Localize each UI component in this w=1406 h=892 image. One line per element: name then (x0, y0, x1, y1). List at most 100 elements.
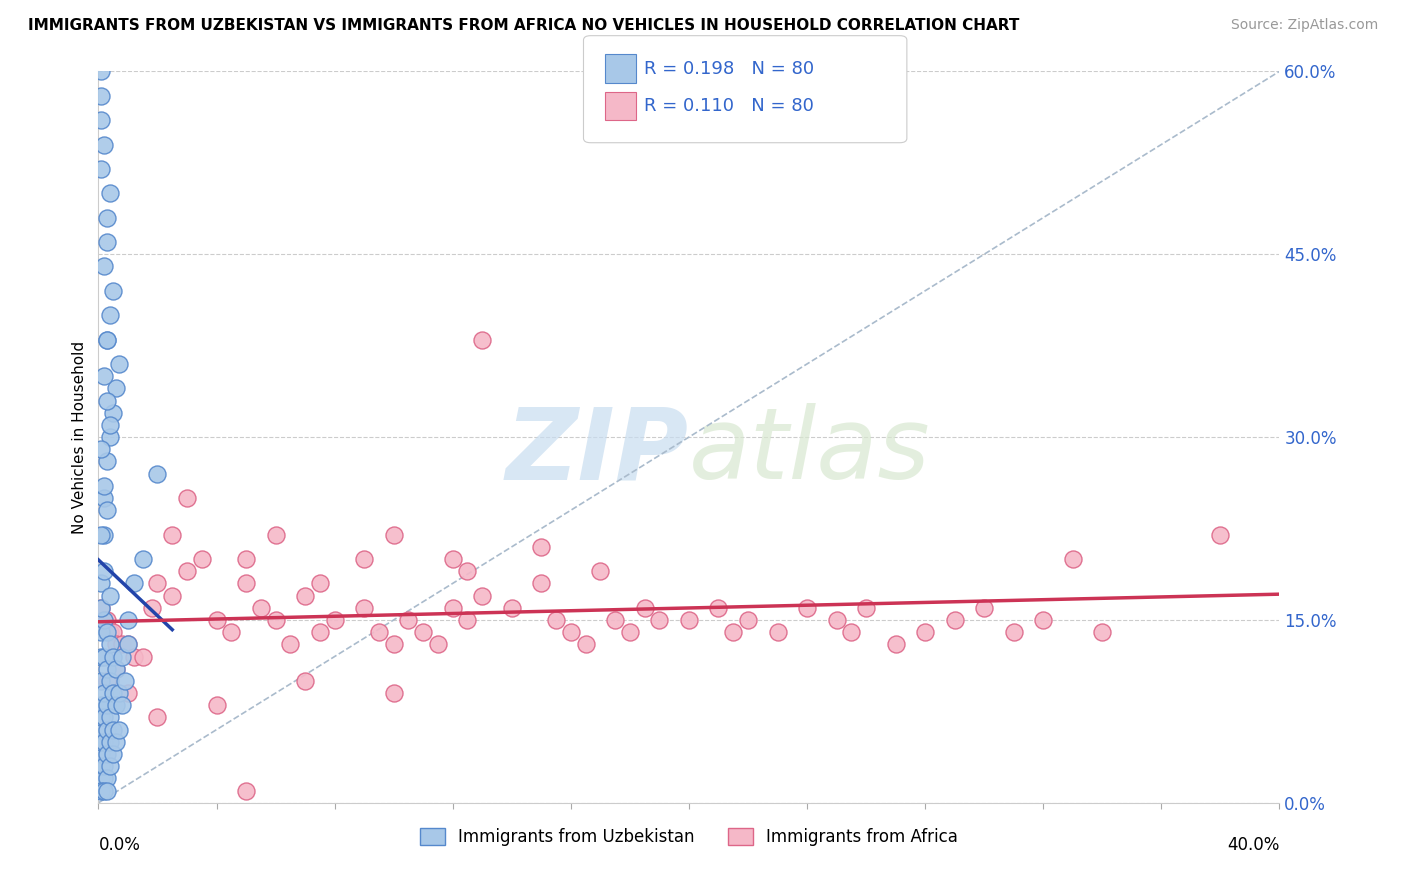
Point (162, 589, 183, 603)
Point (1032, 613, 1054, 627)
Point (457, 564, 479, 578)
Point (280, 637, 302, 651)
Point (96, 625, 118, 640)
Text: R = 0.198   N = 80: R = 0.198 N = 80 (644, 60, 814, 78)
Point (114, 673, 136, 688)
Point (796, 600, 818, 615)
Point (111, 637, 134, 651)
Point (707, 600, 730, 615)
Point (884, 637, 907, 651)
Point (105, 698, 128, 713)
Point (1091, 625, 1114, 640)
Point (309, 576, 332, 591)
Point (589, 564, 612, 578)
Point (855, 600, 877, 615)
Point (103, 625, 125, 640)
Point (96, 235, 118, 249)
Point (634, 600, 657, 615)
Point (103, 649, 125, 664)
Point (93, 369, 115, 384)
Point (98, 710, 121, 724)
Point (96, 211, 118, 225)
Point (294, 589, 316, 603)
Point (111, 698, 134, 713)
Point (90, 442, 112, 457)
Point (93, 686, 115, 700)
Point (90, 723, 112, 737)
Point (111, 649, 134, 664)
Point (103, 406, 125, 420)
Point (96, 333, 118, 347)
Point (90, 64, 112, 78)
Point (90, 576, 112, 591)
Point (323, 613, 346, 627)
Point (825, 613, 848, 627)
Text: Source: ZipAtlas.com: Source: ZipAtlas.com (1230, 18, 1378, 32)
Text: 0.0%: 0.0% (98, 836, 141, 854)
Point (96, 772, 118, 786)
Point (678, 613, 700, 627)
Point (176, 491, 198, 505)
Point (90, 527, 112, 541)
Point (90, 88, 112, 103)
Point (103, 686, 125, 700)
Point (98, 625, 121, 640)
Point (98, 430, 121, 444)
Text: IMMIGRANTS FROM UZBEKISTAN VS IMMIGRANTS FROM AFRICA NO VEHICLES IN HOUSEHOLD CO: IMMIGRANTS FROM UZBEKISTAN VS IMMIGRANTS… (28, 18, 1019, 33)
Point (90, 747, 112, 761)
Point (1002, 625, 1025, 640)
Point (737, 613, 759, 627)
Point (353, 600, 375, 615)
Point (108, 357, 131, 371)
Point (146, 710, 169, 724)
Point (162, 527, 183, 541)
Point (93, 735, 115, 749)
Point (90, 710, 112, 724)
Point (93, 260, 115, 274)
Point (90, 600, 112, 615)
Point (93, 759, 115, 773)
Point (146, 576, 169, 591)
Point (766, 625, 789, 640)
Point (98, 735, 121, 749)
Point (96, 747, 118, 761)
Point (105, 662, 128, 676)
Point (117, 686, 139, 700)
Point (309, 625, 332, 640)
Point (105, 735, 128, 749)
Point (98, 417, 121, 432)
Point (264, 527, 287, 541)
Point (841, 625, 863, 640)
Point (93, 527, 115, 541)
Point (90, 600, 112, 615)
Point (117, 637, 139, 651)
Point (93, 783, 115, 797)
Point (93, 564, 115, 578)
Point (146, 467, 169, 481)
Point (105, 381, 128, 395)
Point (530, 540, 553, 554)
Legend: Immigrants from Uzbekistan, Immigrants from Africa: Immigrants from Uzbekistan, Immigrants f… (413, 822, 965, 853)
Point (441, 600, 464, 615)
Point (1062, 552, 1084, 566)
Point (250, 600, 273, 615)
Point (90, 759, 112, 773)
Point (96, 613, 118, 627)
Point (105, 662, 128, 676)
Point (96, 454, 118, 468)
Point (648, 613, 671, 627)
Point (530, 576, 553, 591)
Point (96, 333, 118, 347)
Point (96, 503, 118, 517)
Point (98, 186, 121, 201)
Point (98, 589, 121, 603)
Point (96, 393, 118, 408)
Point (723, 625, 745, 640)
Point (98, 637, 121, 651)
Point (943, 613, 966, 627)
Point (90, 698, 112, 713)
Point (973, 600, 995, 615)
Point (382, 637, 405, 651)
Point (471, 589, 494, 603)
Point (441, 552, 464, 566)
